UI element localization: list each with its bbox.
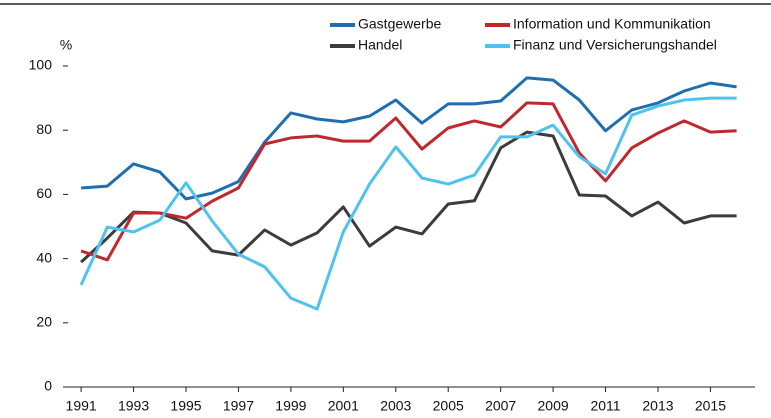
- x-tick-label: 2007: [485, 398, 516, 414]
- y-tick-label: 60: [36, 185, 52, 201]
- x-tick-label: 1993: [118, 398, 149, 414]
- legend-label: Finanz und Versicherungshandel: [513, 37, 717, 53]
- y-tick-label: 80: [36, 121, 52, 137]
- series-line: [79, 96, 737, 311]
- x-tick-label: 1997: [223, 398, 254, 414]
- x-tick-label: 1999: [275, 398, 306, 414]
- series-line: [80, 76, 737, 201]
- legend-label: Gastgewerbe: [358, 16, 441, 32]
- y-tick-label: 0: [44, 378, 52, 394]
- series-line: [80, 101, 737, 262]
- legend-label: Information und Kommunikation: [513, 16, 711, 32]
- x-tick-label: 2009: [538, 398, 569, 414]
- x-tick-label: 2013: [642, 398, 673, 414]
- y-tick-label: 100: [29, 57, 53, 73]
- x-tick-label: 2015: [695, 398, 726, 414]
- x-tick-label: 1991: [66, 398, 97, 414]
- x-tick-label: 2005: [433, 398, 464, 414]
- x-tick-label: 1995: [170, 398, 201, 414]
- x-tick-label: 2001: [328, 398, 359, 414]
- legend-label: Handel: [358, 37, 402, 53]
- y-axis-label: %: [60, 37, 72, 53]
- x-tick-label: 2003: [380, 398, 411, 414]
- y-tick-label: 20: [36, 314, 52, 330]
- y-tick-label: 40: [36, 249, 52, 265]
- series-line: [80, 130, 737, 264]
- x-tick-label: 2011: [590, 398, 620, 414]
